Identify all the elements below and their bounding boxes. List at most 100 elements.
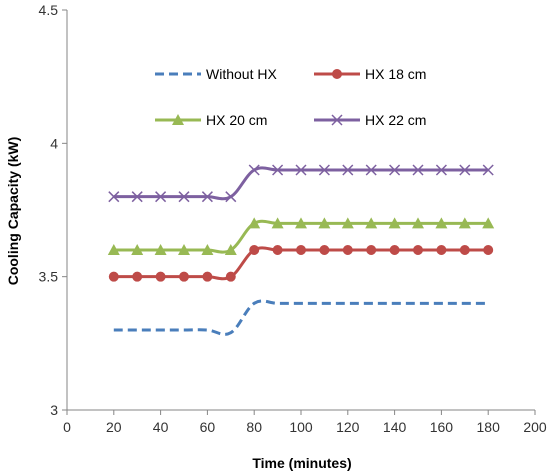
data-point-hx-20-cm: [482, 217, 495, 229]
data-point-hx-22-cm-stroke: [155, 191, 167, 203]
data-point-hx-22-cm-stroke: [131, 191, 143, 203]
data-point-hx-22-cm-stroke: [389, 164, 401, 176]
data-point-hx-22-cm: [272, 164, 284, 176]
data-point-hx-20-cm: [435, 217, 448, 229]
data-point-hx-18-cm: [342, 245, 353, 255]
data-point-hx-22-cm: [318, 164, 330, 176]
series-without-hx: [113, 299, 489, 336]
y-tick-label: 4.5: [39, 2, 59, 18]
data-point-hx-22-cm-stroke: [108, 191, 120, 203]
series-hx-18-cm: [108, 245, 494, 282]
data-point-hx-20-cm: [201, 244, 214, 255]
legend-item-hx-18-cm: HX 18 cm: [314, 66, 426, 82]
data-point-hx-18-cm: [132, 271, 143, 282]
series-line-hx-22-cm: [113, 166, 489, 201]
data-point-hx-22-cm: [459, 164, 471, 176]
data-point-hx-18-cm: [413, 245, 423, 255]
data-point-hx-22-cm-stroke: [295, 164, 307, 176]
data-point-hx-18-cm: [483, 245, 494, 255]
data-point-hx-20-cm: [412, 217, 424, 229]
data-point-hx-18-cm: [459, 245, 470, 255]
legend-label-hx-22-cm: HX 22 cm: [365, 112, 426, 128]
axes: 0 20 40 60 80 100 120 140 160 180 200 3 3.5 4 4.5: [39, 2, 547, 435]
series-layer: [107, 164, 495, 336]
x-tick-label: 60: [200, 419, 216, 435]
data-point-hx-22-cm: [365, 164, 377, 176]
data-point-hx-20-cm: [271, 217, 284, 229]
data-point-hx-18-cm: [108, 271, 119, 282]
data-point-hx-22-cm: [178, 191, 190, 203]
data-point-hx-22-cm-stroke: [272, 164, 284, 176]
data-point-hx-20-cm: [107, 244, 120, 255]
legend-marker-hx-22-cm-stroke: [331, 114, 343, 126]
series-hx-20-cm: [107, 217, 495, 255]
data-point-hx-18-cm: [179, 271, 189, 282]
x-tick-label: 120: [336, 419, 360, 435]
data-point-hx-18-cm: [319, 245, 330, 255]
x-axis-title: Time (minutes): [252, 455, 351, 471]
data-point-hx-22-cm: [201, 191, 213, 203]
data-point-hx-22-cm-stroke: [318, 164, 330, 176]
series-hx-22-cm: [108, 164, 494, 203]
data-point-hx-18-cm: [225, 271, 236, 282]
data-point-hx-18-cm: [272, 245, 283, 255]
data-point-hx-20-cm: [295, 217, 307, 229]
data-point-hx-20-cm: [341, 217, 354, 229]
data-point-hx-22-cm-stroke: [365, 164, 377, 176]
data-point-hx-20-cm: [154, 244, 167, 255]
x-tick-label: 20: [106, 419, 122, 435]
data-point-hx-22-cm: [225, 191, 237, 203]
y-tick-label: 4: [50, 135, 58, 151]
legend-label-hx-18-cm: HX 18 cm: [365, 66, 426, 82]
y-tick-label: 3.5: [39, 269, 59, 285]
data-point-hx-20-cm: [365, 217, 378, 229]
x-tick-label: 180: [477, 419, 501, 435]
data-point-hx-22-cm-stroke: [342, 164, 354, 176]
legend-marker-hx-22-cm: [331, 114, 343, 126]
data-point-hx-20-cm: [224, 244, 237, 255]
legend-item-without-hx: Without HX: [155, 66, 277, 82]
data-point-hx-18-cm: [249, 245, 260, 255]
data-point-hx-22-cm: [295, 164, 307, 176]
data-point-hx-22-cm-stroke: [225, 191, 237, 203]
data-point-hx-22-cm: [435, 164, 447, 176]
data-point-hx-22-cm-stroke: [201, 191, 213, 203]
legend-label-without-hx: Without HX: [206, 66, 277, 82]
series-line-without-hx: [113, 299, 489, 336]
legend-item-hx-22-cm: HX 22 cm: [314, 112, 426, 128]
legend-marker-hx-20-cm: [172, 114, 184, 125]
data-point-hx-22-cm-stroke: [459, 164, 471, 176]
data-point-hx-22-cm: [131, 191, 143, 203]
data-point-hx-18-cm: [389, 245, 400, 255]
data-point-hx-20-cm: [178, 244, 190, 255]
x-tick-label: 40: [153, 419, 169, 435]
data-point-hx-22-cm: [248, 164, 260, 176]
x-tick-label: 200: [523, 419, 547, 435]
x-tick-label: 100: [289, 419, 313, 435]
data-point-hx-18-cm: [296, 245, 306, 255]
data-point-hx-18-cm: [366, 245, 377, 255]
data-point-hx-22-cm-stroke: [178, 191, 190, 203]
y-tick-label: 3: [50, 402, 58, 418]
x-tick-label: 80: [246, 419, 262, 435]
x-tick-label: 160: [430, 419, 454, 435]
data-point-hx-22-cm-stroke: [248, 164, 260, 176]
data-point-hx-22-cm-stroke: [412, 164, 424, 176]
data-point-hx-20-cm: [318, 217, 331, 229]
data-point-hx-20-cm: [458, 217, 471, 229]
legend-label-hx-20-cm: HX 20 cm: [206, 112, 267, 128]
data-point-hx-22-cm: [412, 164, 424, 176]
x-tick-label: 0: [63, 419, 71, 435]
data-point-hx-18-cm: [202, 271, 213, 282]
x-tick-label: 140: [383, 419, 407, 435]
data-point-hx-22-cm-stroke: [482, 164, 494, 176]
data-point-hx-20-cm: [248, 217, 261, 229]
data-point-hx-18-cm: [155, 271, 166, 282]
data-point-hx-20-cm: [131, 244, 144, 255]
data-point-hx-22-cm: [342, 164, 354, 176]
data-point-hx-22-cm: [389, 164, 401, 176]
legend: Without HX HX 18 cm HX 20 cm HX 22 cm: [155, 66, 426, 128]
y-axis-title: Cooling Capacity (kW): [5, 137, 21, 286]
